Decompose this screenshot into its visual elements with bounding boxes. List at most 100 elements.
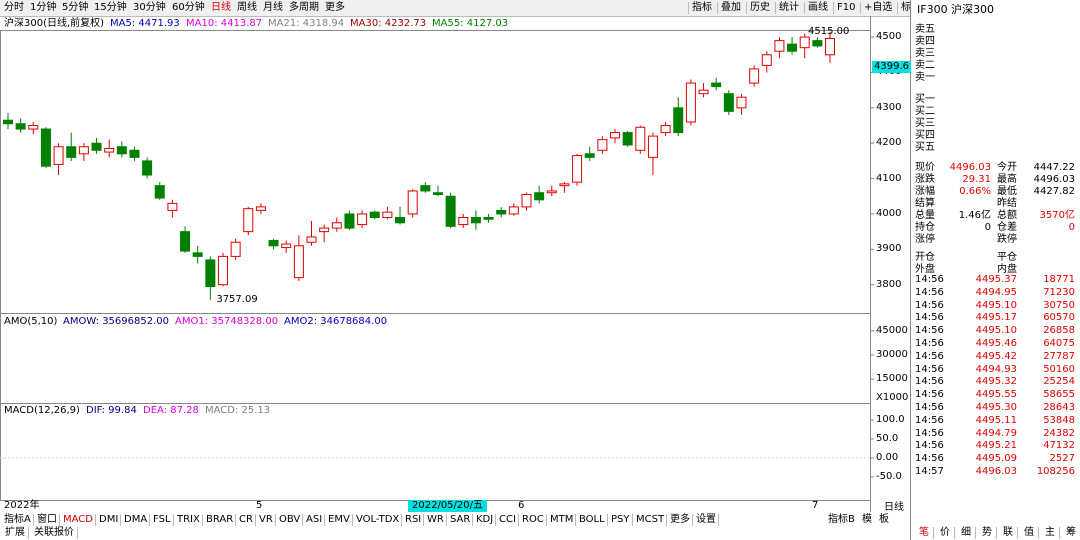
- period-tab[interactable]: 分时: [4, 2, 24, 13]
- indicator-label: AMOW: 35696852.00: [63, 316, 169, 327]
- toolbar-button[interactable]: 历史: [746, 2, 773, 14]
- candle-body: [432, 192, 443, 195]
- quote-tab[interactable]: 联: [999, 527, 1018, 539]
- indicator-tab[interactable]: WR: [425, 514, 447, 526]
- indicator-tab[interactable]: EMV: [326, 514, 353, 526]
- indicator-tab[interactable]: KDJ: [474, 514, 497, 526]
- indicator-tab[interactable]: 板: [879, 514, 889, 525]
- period-tab[interactable]: 30分钟: [133, 2, 166, 13]
- candle-body: [723, 93, 734, 112]
- candle-body: [243, 208, 254, 233]
- quote-tab[interactable]: 细: [957, 527, 976, 539]
- indicator-tab[interactable]: MACD: [61, 514, 96, 526]
- indicator-tab[interactable]: 设置: [694, 514, 719, 526]
- candle-body: [28, 125, 39, 130]
- low-label: 3757.09: [216, 293, 258, 305]
- indicator-tab[interactable]: OBV: [277, 514, 304, 526]
- candle-body: [749, 68, 760, 84]
- toolbar-button[interactable]: 指标: [688, 2, 715, 14]
- indicator-tab[interactable]: 指标A: [2, 514, 34, 526]
- toolbar-button[interactable]: 画线: [804, 2, 831, 14]
- toolbar-button[interactable]: 统计: [775, 2, 802, 14]
- trade-volume: 58655: [1043, 389, 1075, 401]
- trade-time: 14:56: [915, 312, 944, 324]
- indicator-tab[interactable]: 指标B: [828, 514, 855, 525]
- indicator-tab[interactable]: ASI: [304, 514, 326, 526]
- trade-price: 4495.42: [975, 350, 1017, 362]
- indicator-tab[interactable]: MTM: [548, 514, 577, 526]
- date-label: 6: [518, 500, 525, 511]
- quote-tab[interactable]: 筹: [1062, 527, 1080, 539]
- candle-body: [483, 216, 494, 220]
- period-tab[interactable]: 多周期: [289, 2, 319, 13]
- bid-label: 买四: [915, 130, 935, 141]
- quote-key: 昨结: [997, 198, 1017, 209]
- indicator-tab[interactable]: CR: [237, 514, 256, 526]
- ma-label: MA21: 4318.94: [268, 18, 345, 29]
- period-label[interactable]: 日线: [884, 502, 904, 513]
- trade-volume: 30750: [1043, 299, 1075, 311]
- period-tab[interactable]: 日线: [211, 2, 231, 13]
- indicator-tab[interactable]: 窗口: [35, 514, 60, 526]
- indicator-tab[interactable]: RSI: [403, 514, 425, 526]
- period-tab[interactable]: 5分钟: [62, 2, 89, 13]
- indicator-tab[interactable]: CCI: [497, 514, 519, 526]
- toolbar: 分时 1分钟 5分钟 15分钟 30分钟 60分钟 日线 周线 月线 多周期 更多 指标 叠加 历史 统计画…: [0, 0, 950, 17]
- candle-body: [825, 37, 835, 56]
- trade-price: 4495.32: [975, 376, 1017, 388]
- quote-key: 内盘: [997, 264, 1017, 275]
- period-tab[interactable]: 1分钟: [30, 2, 57, 13]
- period-tab[interactable]: 周线: [237, 2, 257, 13]
- indicator-tab[interactable]: ROC: [520, 514, 547, 526]
- indicator-tab[interactable]: PSY: [609, 514, 633, 526]
- candle-body: [40, 128, 51, 167]
- candle-body: [268, 239, 279, 247]
- date-label: 2022/05/20/五: [408, 500, 488, 512]
- candle-body: [420, 185, 431, 192]
- quote-value: 0.66%: [959, 186, 991, 197]
- toolbar-button[interactable]: F10: [833, 2, 858, 14]
- indicator-tab[interactable]: FSL: [151, 514, 174, 526]
- quote-key: 仓差: [997, 222, 1017, 233]
- footer-tab[interactable]: 扩展: [2, 527, 29, 539]
- footer-tab[interactable]: 关联报价: [31, 527, 78, 539]
- indicator-tab[interactable]: 模: [862, 514, 872, 525]
- indicator-tab[interactable]: BRAR: [204, 514, 237, 526]
- indicator-tab[interactable]: MCST: [634, 514, 668, 526]
- bid-label: 买五: [915, 142, 935, 153]
- quote-key: 现价: [915, 162, 935, 173]
- quote-tab[interactable]: 势: [978, 527, 997, 539]
- indicator-tab[interactable]: VR: [257, 514, 276, 526]
- trade-time: 14:56: [915, 427, 944, 439]
- bid-label: 买三: [915, 118, 935, 129]
- period-tab[interactable]: 15分钟: [94, 2, 127, 13]
- toolbar-button[interactable]: 叠加: [717, 2, 744, 14]
- trade-volume: 25254: [1043, 376, 1075, 388]
- indicator-tab[interactable]: TRIX: [175, 514, 203, 526]
- trade-volume: 18771: [1043, 274, 1075, 285]
- quote-tab[interactable]: 主: [1041, 527, 1060, 539]
- indicator-tab[interactable]: BOLL: [577, 514, 608, 526]
- ask-label: 卖三: [915, 48, 935, 59]
- indicator-tab[interactable]: DMI: [97, 514, 122, 526]
- indicator-tab[interactable]: SAR: [448, 514, 474, 526]
- candle-body: [255, 206, 266, 211]
- indicator-tab[interactable]: DMA: [122, 514, 151, 526]
- toolbar-button[interactable]: +自选: [860, 2, 895, 14]
- trade-volume: 71230: [1043, 286, 1075, 298]
- quote-tab[interactable]: 值: [1020, 527, 1039, 539]
- period-tab[interactable]: 月线: [263, 2, 283, 13]
- period-tab[interactable]: 更多: [325, 2, 345, 13]
- indicator-tab[interactable]: VOL-TDX: [354, 514, 403, 526]
- indicator-tab[interactable]: 更多: [668, 514, 693, 526]
- quote-tab[interactable]: 笔: [915, 527, 934, 539]
- high-label: 4515.00: [808, 25, 850, 37]
- period-tab[interactable]: 60分钟: [172, 2, 205, 13]
- candle-body: [192, 252, 203, 257]
- indicator-label: AMO1: 35748328.00: [175, 316, 279, 327]
- trade-price: 4495.21: [975, 440, 1017, 452]
- y-tick-label: 3800: [876, 278, 902, 290]
- candle-body: [129, 149, 140, 158]
- trade-price: 4495.10: [975, 325, 1017, 337]
- quote-tab[interactable]: 价: [936, 527, 955, 539]
